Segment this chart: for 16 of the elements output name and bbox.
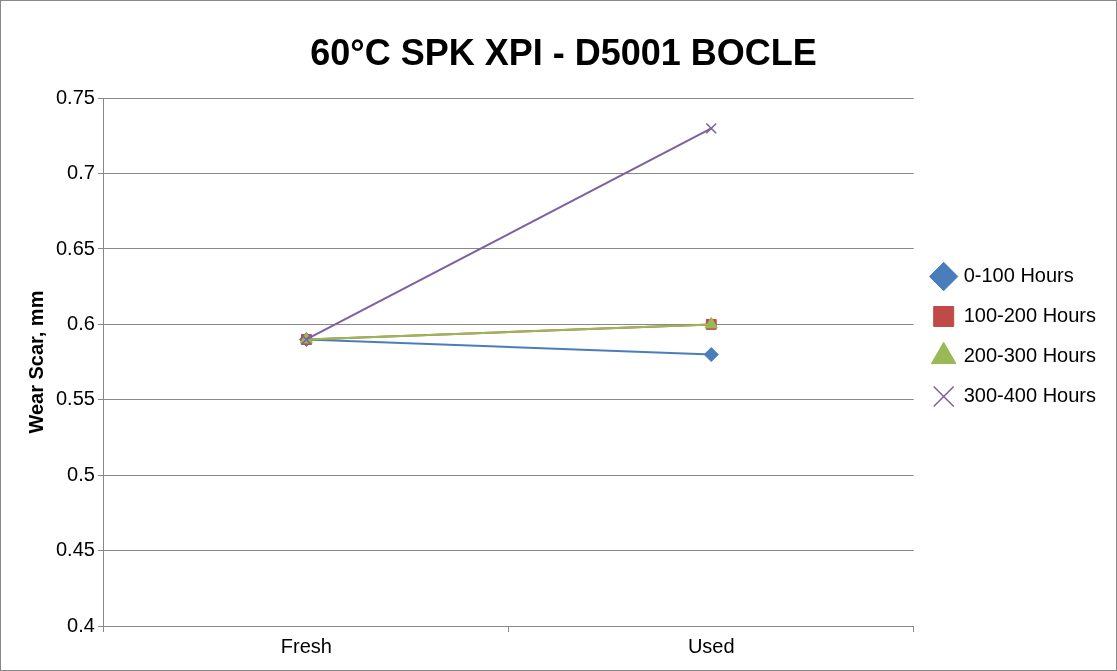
legend-label: 0-100 Hours <box>963 264 1074 287</box>
legend-label: 300-400 Hours <box>963 384 1097 407</box>
y-tick-label: 0.55 <box>55 387 95 410</box>
y-tick-label: 0.45 <box>55 538 95 561</box>
y-tick-label: 0.4 <box>67 613 95 636</box>
y-tick-label: 0.5 <box>67 462 95 485</box>
chart-title: 60°C SPK XPI - D5001 BOCLE <box>310 31 817 73</box>
y-axis-title: Wear Scar, mm <box>24 290 47 434</box>
y-tick-label: 0.7 <box>67 161 95 184</box>
y-tick-label: 0.6 <box>67 311 95 334</box>
legend-label: 100-200 Hours <box>963 304 1097 327</box>
x-tick-label: Used <box>687 634 735 657</box>
x-tick-label: Fresh <box>280 634 332 657</box>
legend-label: 200-300 Hours <box>963 344 1097 367</box>
y-tick-label: 0.75 <box>55 85 95 108</box>
y-tick-label: 0.65 <box>55 236 95 259</box>
